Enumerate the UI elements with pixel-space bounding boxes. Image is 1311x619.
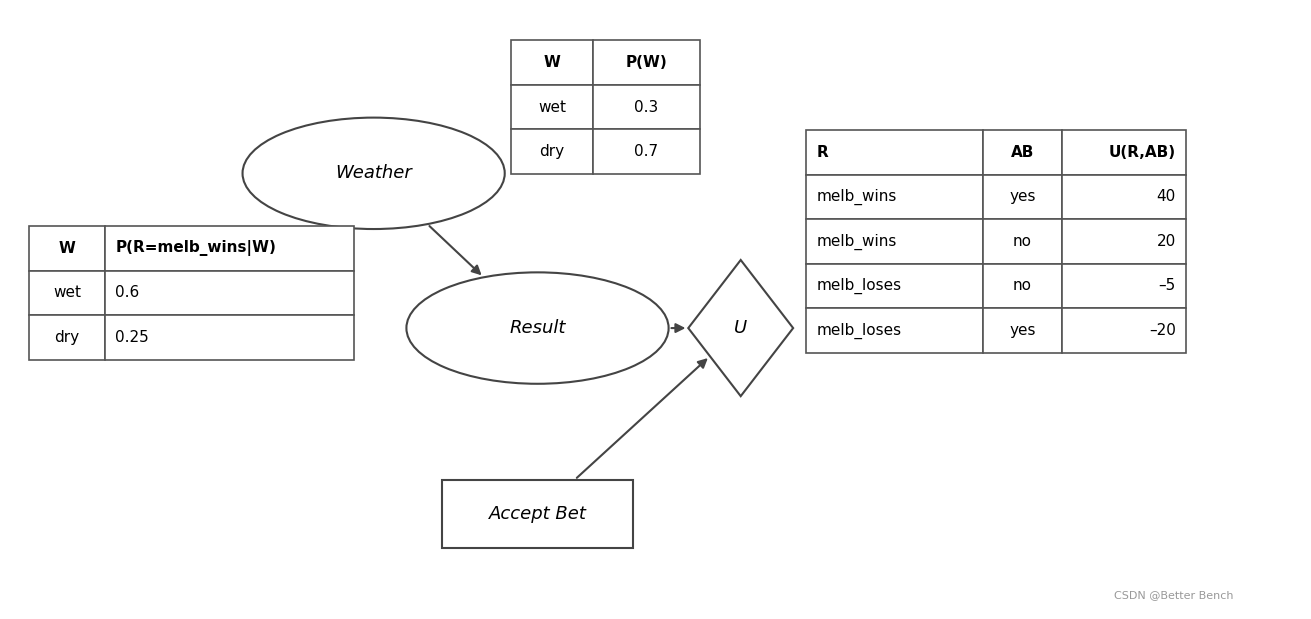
Text: no: no: [1013, 279, 1032, 293]
Bar: [29, 271, 105, 315]
Ellipse shape: [406, 272, 669, 384]
Bar: [593, 40, 700, 85]
Bar: [593, 129, 700, 174]
Text: Result: Result: [509, 319, 566, 337]
Text: yes: yes: [1009, 323, 1036, 338]
Text: Weather: Weather: [336, 164, 412, 183]
Bar: [105, 315, 354, 360]
Bar: [593, 85, 700, 129]
Text: 0.25: 0.25: [115, 330, 149, 345]
Text: P(R=melb_wins|W): P(R=melb_wins|W): [115, 240, 277, 256]
Bar: [1062, 130, 1186, 175]
Text: melb_loses: melb_loses: [817, 278, 902, 294]
Text: U(R,AB): U(R,AB): [1109, 145, 1176, 160]
Bar: [511, 129, 593, 174]
Bar: [983, 264, 1062, 308]
Ellipse shape: [243, 118, 505, 229]
Bar: [29, 226, 105, 271]
Bar: [983, 175, 1062, 219]
Text: CSDN @Better Bench: CSDN @Better Bench: [1113, 591, 1234, 600]
Text: wet: wet: [538, 100, 566, 115]
Text: melb_wins: melb_wins: [817, 189, 897, 205]
Text: yes: yes: [1009, 189, 1036, 204]
Bar: [806, 219, 983, 264]
Text: no: no: [1013, 234, 1032, 249]
Bar: [983, 219, 1062, 264]
Bar: [511, 40, 593, 85]
Bar: [983, 130, 1062, 175]
Text: AB: AB: [1011, 145, 1034, 160]
Text: Accept Bet: Accept Bet: [489, 504, 586, 523]
Text: wet: wet: [52, 285, 81, 300]
Bar: [806, 308, 983, 353]
Bar: [511, 85, 593, 129]
Bar: [1062, 219, 1186, 264]
Text: –20: –20: [1150, 323, 1176, 338]
Bar: [29, 315, 105, 360]
Text: 0.7: 0.7: [635, 144, 658, 159]
Text: dry: dry: [54, 330, 80, 345]
Text: W: W: [59, 241, 75, 256]
Bar: [1062, 264, 1186, 308]
Bar: [806, 130, 983, 175]
Text: 0.3: 0.3: [635, 100, 658, 115]
Text: melb_loses: melb_loses: [817, 322, 902, 339]
Text: dry: dry: [539, 144, 565, 159]
Text: R: R: [817, 145, 829, 160]
Text: W: W: [544, 55, 560, 70]
Bar: [983, 308, 1062, 353]
Bar: [806, 264, 983, 308]
Text: 20: 20: [1156, 234, 1176, 249]
Bar: [105, 226, 354, 271]
Bar: [105, 271, 354, 315]
Text: 0.6: 0.6: [115, 285, 139, 300]
Text: P(W): P(W): [625, 55, 667, 70]
Text: –5: –5: [1159, 279, 1176, 293]
Bar: [1062, 308, 1186, 353]
Text: 40: 40: [1156, 189, 1176, 204]
Polygon shape: [688, 260, 793, 396]
Text: melb_wins: melb_wins: [817, 233, 897, 249]
Bar: [1062, 175, 1186, 219]
Text: U: U: [734, 319, 747, 337]
Bar: [443, 480, 632, 548]
Bar: [806, 175, 983, 219]
